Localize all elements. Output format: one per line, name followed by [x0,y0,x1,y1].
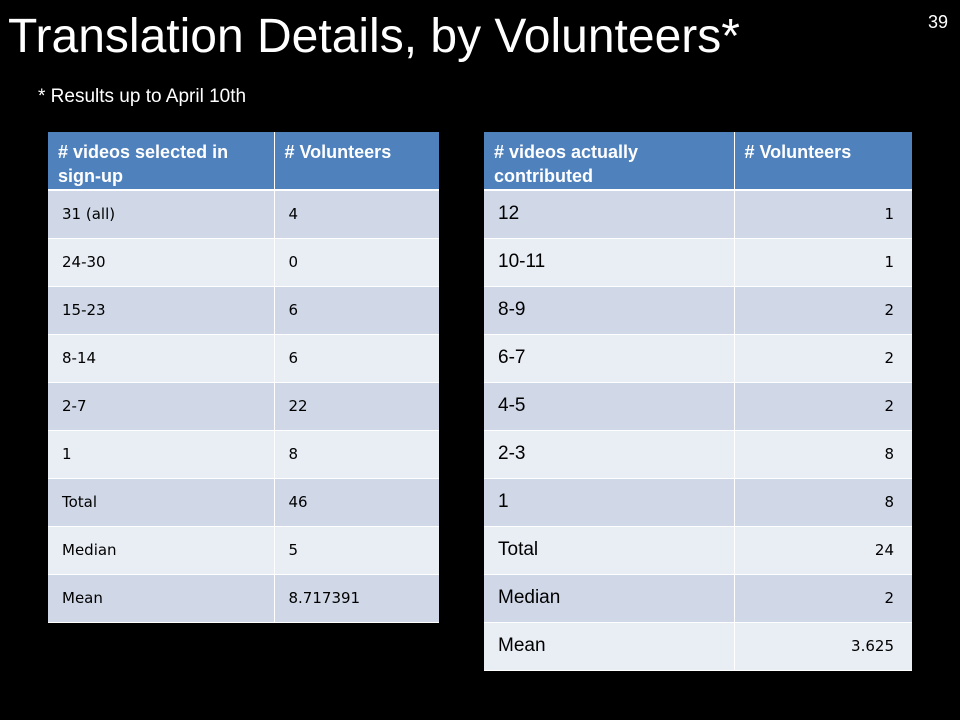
table-cell: 2-3 [484,430,735,479]
table-cell: 46 [274,478,439,527]
table-row: 6-7 2 [484,334,912,383]
table-cell: 8 [274,430,439,479]
videos-contributed-table: # videos actually contributed # Voluntee… [484,132,912,671]
table-cell: 4 [274,190,439,239]
table-cell: 2-7 [48,382,275,431]
table-cell: 8 [734,430,912,479]
table-cell: 24 [734,526,912,575]
table-row: 12 1 [484,190,912,239]
table-cell: 1 [484,478,735,527]
table-cell: 8 [734,478,912,527]
table-row: 24-30 0 [48,238,439,287]
table-cell: Total [48,478,275,527]
table-cell: 2 [734,382,912,431]
table-row: Mean 3.625 [484,622,912,671]
table-row: 31 (all) 4 [48,190,439,239]
table-cell: 1 [734,190,912,239]
table-row: 8-9 2 [484,286,912,335]
table-cell: 2 [734,334,912,383]
table-row: Total 46 [48,478,439,527]
column-header: # Volunteers [734,132,912,191]
table-cell: 3.625 [734,622,912,671]
table-row: Total 24 [484,526,912,575]
table-cell: 0 [274,238,439,287]
table-row: Median 5 [48,526,439,575]
table-row: 2-7 22 [48,382,439,431]
column-header: # videos selected in sign-up [48,132,275,191]
table-row: 4-5 2 [484,382,912,431]
column-header: # Volunteers [274,132,439,191]
table-row: 10-11 1 [484,238,912,287]
table-cell: 22 [274,382,439,431]
table-row: Median 2 [484,574,912,623]
table-cell: 8-9 [484,286,735,335]
table-cell: 2 [734,286,912,335]
table-cell: Mean [48,574,275,623]
column-header: # videos actually contributed [484,132,735,191]
slide-title: Translation Details, by Volunteers* [8,10,740,63]
table-cell: 6-7 [484,334,735,383]
videos-selected-table: # videos selected in sign-up # Volunteer… [48,132,439,623]
table-row: 15-23 6 [48,286,439,335]
table-cell: 8-14 [48,334,275,383]
footnote: * Results up to April 10th [38,86,247,107]
table-cell: 4-5 [484,382,735,431]
table-cell: 6 [274,286,439,335]
table-cell: Mean [484,622,735,671]
table-row: 1 8 [48,430,439,479]
table-cell: 10-11 [484,238,735,287]
slide-number: 39 [927,12,948,32]
table-cell: 15-23 [48,286,275,335]
table-cell: 24-30 [48,238,275,287]
table-cell: 31 (all) [48,190,275,239]
table-cell: 2 [734,574,912,623]
table-row: 2-3 8 [484,430,912,479]
table-cell: Median [484,574,735,623]
table-cell: 5 [274,526,439,575]
table-header-row: # videos actually contributed # Voluntee… [484,132,912,191]
table-cell: Median [48,526,275,575]
table-row: 1 8 [484,478,912,527]
table-cell: 6 [274,334,439,383]
table-cell: Total [484,526,735,575]
table-cell: 1 [734,238,912,287]
table-row: 8-14 6 [48,334,439,383]
table-cell: 1 [48,430,275,479]
table-row: Mean 8.717391 [48,574,439,623]
table-cell: 12 [484,190,735,239]
table-cell: 8.717391 [274,574,439,623]
table-header-row: # videos selected in sign-up # Volunteer… [48,132,439,191]
